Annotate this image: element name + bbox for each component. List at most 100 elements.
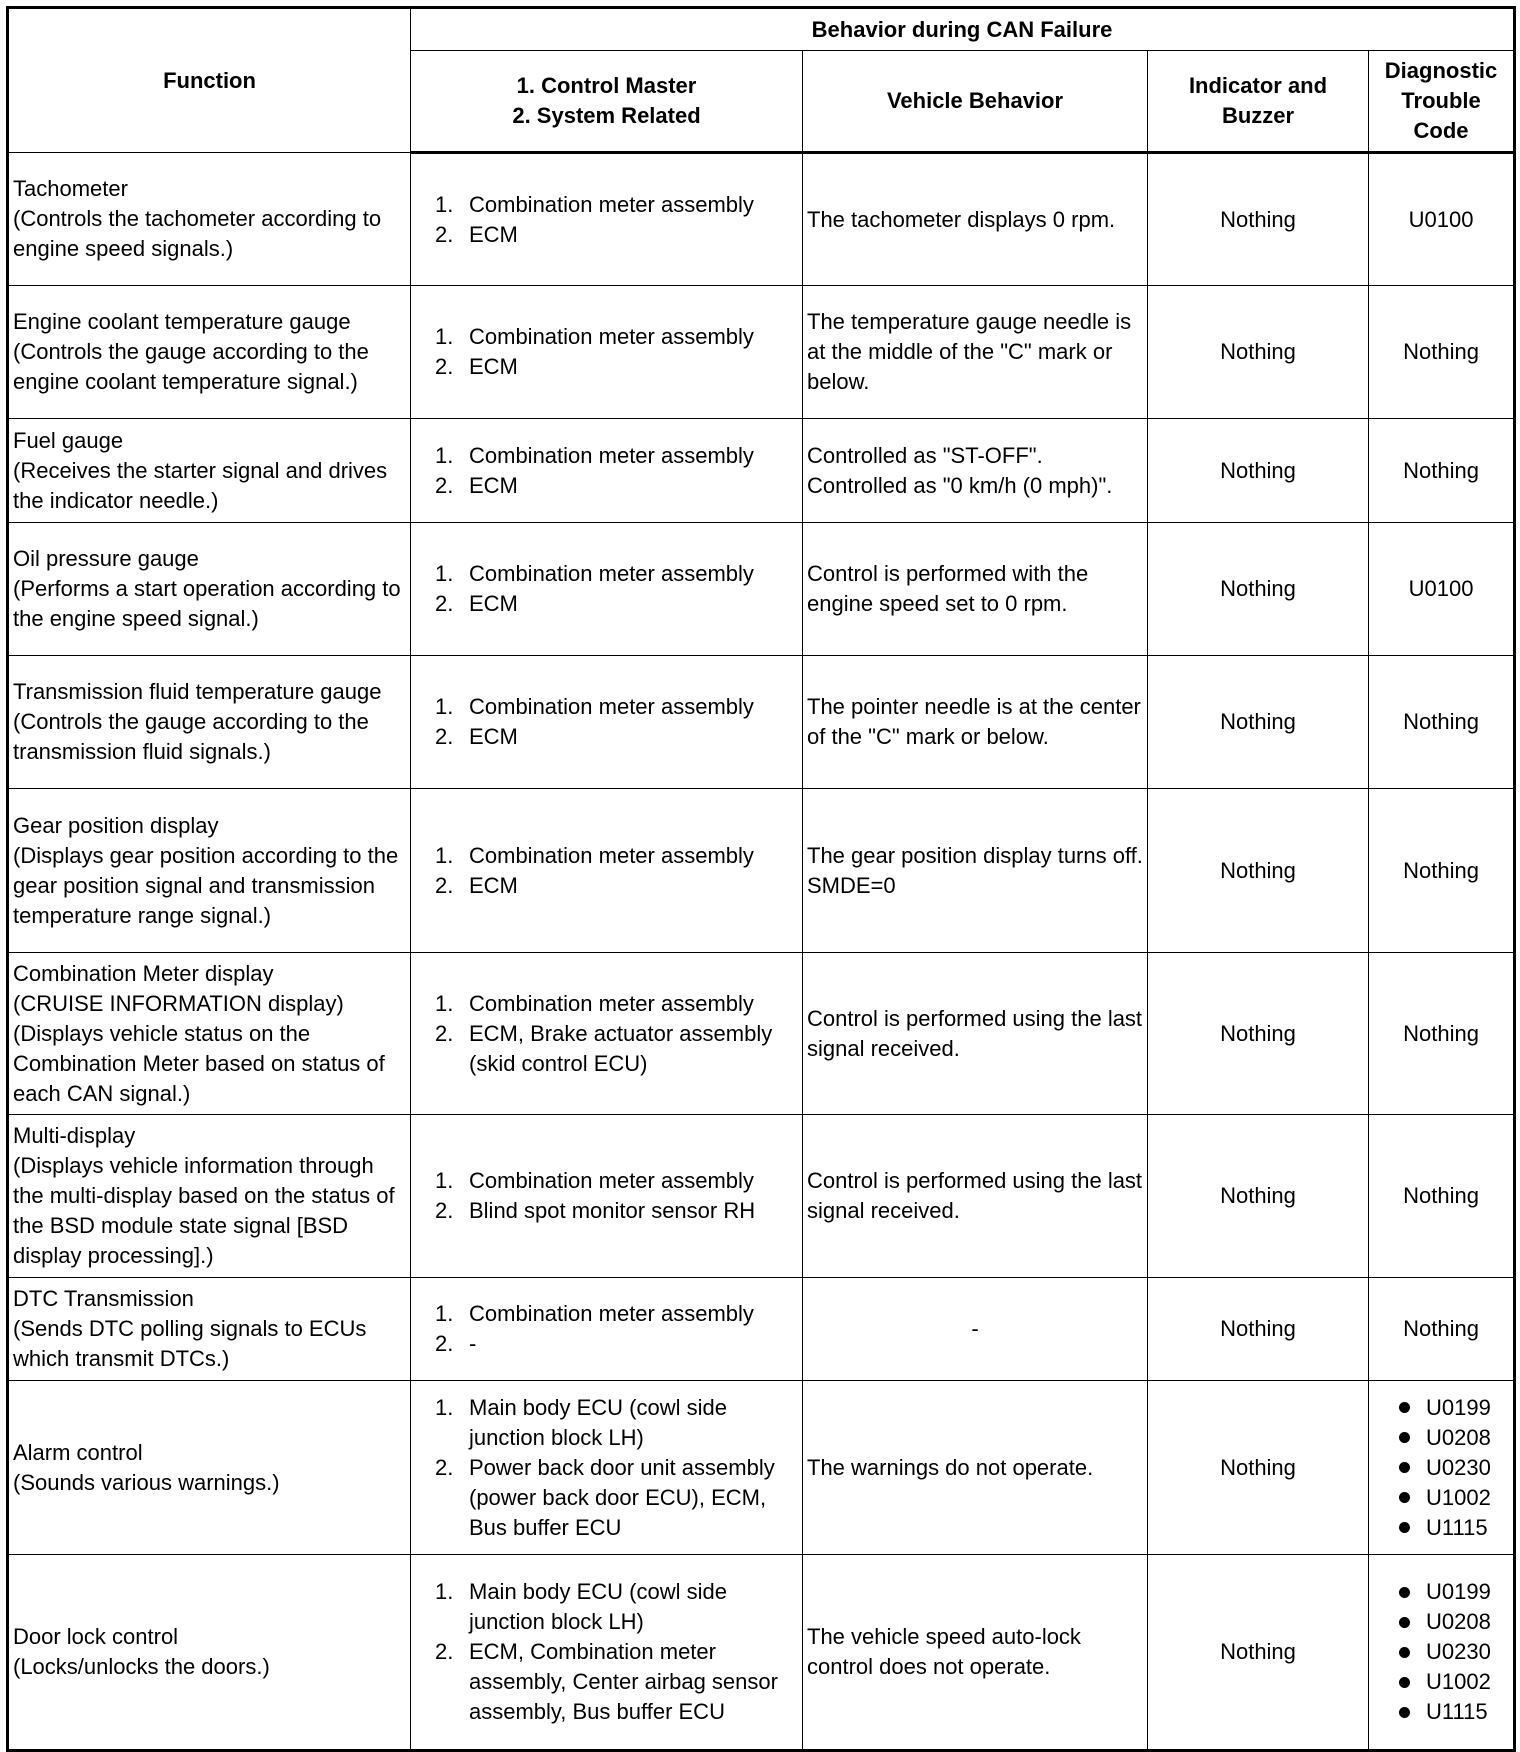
- control-item: 2. ECM: [435, 220, 798, 250]
- table-row: Combination Meter display (CRUISE INFORMA…: [7, 952, 1516, 1115]
- function-text: Fuel gauge: [13, 427, 124, 453]
- dtc-cell: Nothing: [1367, 655, 1516, 789]
- function-cell: Multi-display (Displays vehicle informati…: [7, 1114, 411, 1278]
- function-cell: Engine coolant temperature gauge (Control…: [7, 285, 411, 419]
- item-number: 1.: [435, 990, 454, 1016]
- function-text: Multi-display: [13, 1123, 136, 1148]
- dtc-code: U1002: [1426, 1484, 1491, 1510]
- function-cell: Tachometer (Controls the tachometer accor…: [7, 152, 411, 286]
- control-item: 1. Main body ECU (cowl side junction bloc…: [435, 1577, 798, 1637]
- control-master-cell: 1. Combination meter assembly 2. ECM: [410, 418, 803, 523]
- table-row: DTC Transmission (Sends DTC polling signa…: [7, 1277, 1516, 1381]
- function-text: Tachometer: [13, 176, 128, 201]
- control-item: 1. Combination meter assembly: [435, 1166, 798, 1196]
- control-text: Combination meter assembly: [469, 191, 754, 217]
- function-text: (Displays vehicle status on the Combinat…: [13, 1020, 385, 1106]
- indicator-cell: Nothing: [1147, 655, 1369, 789]
- dtc-item: U0208: [1399, 1607, 1509, 1637]
- table-row: Gear position display (Displays gear posi…: [7, 788, 1516, 953]
- dtc-code: U0208: [1426, 1609, 1491, 1634]
- dtc-item: U1115: [1399, 1697, 1509, 1727]
- control-text: ECM: [469, 221, 518, 247]
- table-row: Fuel gauge (Receives the starter signal a…: [7, 418, 1516, 523]
- control-item: 1. Combination meter assembly: [435, 692, 798, 722]
- item-number: 1.: [435, 842, 454, 868]
- function-text: (CRUISE INFORMATION display): [13, 990, 344, 1016]
- control-item: 2. ECM: [435, 871, 798, 901]
- dtc-code: Nothing: [1403, 457, 1479, 483]
- item-number: 2.: [435, 591, 454, 616]
- dtc-code: Nothing: [1403, 857, 1479, 883]
- item-number: 2.: [435, 1020, 454, 1046]
- bullet-icon: [1399, 1646, 1410, 1658]
- dtc-cell: Nothing: [1367, 418, 1516, 523]
- dtc-code: U1115: [1426, 1514, 1488, 1540]
- control-text: Combination meter assembly: [469, 324, 754, 349]
- function-cell: Gear position display (Displays gear posi…: [7, 788, 411, 953]
- control-text: Combination meter assembly: [469, 694, 754, 719]
- indicator-cell: Nothing: [1147, 788, 1369, 953]
- vehicle-behavior-cell: The vehicle speed auto-lock control does…: [802, 1554, 1148, 1751]
- dtc-code: Nothing: [1403, 1020, 1479, 1046]
- dtc-code: U1002: [1426, 1669, 1491, 1694]
- dtc-item: U1002: [1399, 1667, 1509, 1697]
- vehicle-behavior-cell: Control is performed using the last sign…: [802, 952, 1148, 1115]
- control-master-cell: 1. Combination meter assembly 2. ECM: [410, 655, 803, 789]
- control-master-cell: 1. Combination meter assembly 2. Blind spot…: [410, 1114, 803, 1278]
- control-list: 1. Main body ECU (cowl side junction bloc…: [415, 1577, 798, 1727]
- control-item: 2. Blind spot monitor sensor RH: [435, 1196, 798, 1226]
- control-master-cell: 1. Combination meter assembly 2. ECM, Brake…: [410, 952, 803, 1115]
- vehicle-behavior-cell: The warnings do not operate.: [802, 1380, 1148, 1555]
- dtc-item: U1115: [1399, 1513, 1509, 1543]
- item-number: 1.: [435, 191, 454, 217]
- control-item: 2. Power back door unit assembly (power b…: [435, 1453, 798, 1543]
- control-item: 1. Combination meter assembly: [435, 989, 798, 1019]
- item-number: 1.: [435, 1394, 454, 1420]
- control-text: Combination meter assembly: [469, 1301, 754, 1326]
- table-row: Alarm control (Sounds various warnings.) 1…: [7, 1380, 1516, 1555]
- control-item: 2. ECM, Combination meter assembly, Cente…: [435, 1637, 798, 1727]
- control-list: 1. Combination meter assembly 2. Blind spot…: [415, 1166, 798, 1226]
- control-item: 1. Combination meter assembly: [435, 559, 798, 589]
- vehicle-behavior-cell: The tachometer displays 0 rpm.: [802, 152, 1148, 286]
- item-number: 2.: [435, 1198, 454, 1223]
- dtc-item: U0199: [1399, 1393, 1509, 1423]
- item-number: 2.: [435, 221, 454, 247]
- function-text: (Displays vehicle information through th…: [13, 1153, 395, 1268]
- item-number: 2.: [435, 1639, 454, 1664]
- bullet-icon: [1399, 1676, 1410, 1688]
- header-behavior-group: Behavior during CAN Failure: [409, 7, 1516, 51]
- control-text: Power back door unit assembly (power bac…: [469, 1454, 775, 1540]
- control-text: Main body ECU (cowl side junction block …: [469, 1579, 727, 1634]
- function-cell: DTC Transmission (Sends DTC polling signa…: [7, 1277, 411, 1381]
- control-item: 2. ECM, Brake actuator assembly (skid con…: [435, 1019, 798, 1079]
- dtc-cell: U0100: [1367, 522, 1516, 656]
- vehicle-behavior-cell: The gear position display turns off. SMD…: [802, 788, 1148, 953]
- control-text: Combination meter assembly: [469, 561, 754, 586]
- control-list: 1. Main body ECU (cowl side junction bloc…: [415, 1393, 798, 1543]
- vehicle-behavior-cell: Control is performed with the engine spe…: [802, 522, 1148, 656]
- table-row: Oil pressure gauge (Performs a start oper…: [7, 522, 1516, 656]
- dtc-cell: Nothing: [1367, 1277, 1516, 1381]
- function-text: (Receives the starter signal and drives …: [13, 457, 388, 513]
- function-cell: Door lock control (Locks/unlocks the door…: [7, 1554, 411, 1751]
- control-list: 1. Combination meter assembly 2. ECM: [415, 190, 798, 250]
- control-text: ECM, Brake actuator assembly (skid contr…: [469, 1020, 773, 1076]
- bullet-icon: [1399, 1616, 1410, 1628]
- function-cell: Oil pressure gauge (Performs a start oper…: [7, 522, 411, 656]
- control-master-cell: 1. Main body ECU (cowl side junction bloc…: [410, 1554, 803, 1751]
- dtc-item: U0199: [1399, 1577, 1509, 1607]
- bullet-icon: [1399, 1586, 1410, 1598]
- control-list: 1. Combination meter assembly 2. ECM: [415, 559, 798, 619]
- function-text: (Controls the gauge according to the eng…: [13, 339, 369, 394]
- dtc-code: Nothing: [1403, 709, 1479, 734]
- control-text: ECM, Combination meter assembly, Center …: [469, 1639, 778, 1724]
- control-master-cell: 1. Combination meter assembly 2. -: [410, 1277, 803, 1381]
- dtc-cell: Nothing: [1367, 1114, 1516, 1278]
- function-text: Oil pressure gauge: [13, 546, 199, 571]
- bullet-icon: [1399, 1432, 1410, 1443]
- function-text: Gear position display: [13, 812, 219, 838]
- function-text: (Sends DTC polling signals to ECUs which…: [13, 1316, 367, 1371]
- control-list: 1. Combination meter assembly 2. ECM: [415, 322, 798, 382]
- dtc-cell: Nothing: [1367, 788, 1516, 953]
